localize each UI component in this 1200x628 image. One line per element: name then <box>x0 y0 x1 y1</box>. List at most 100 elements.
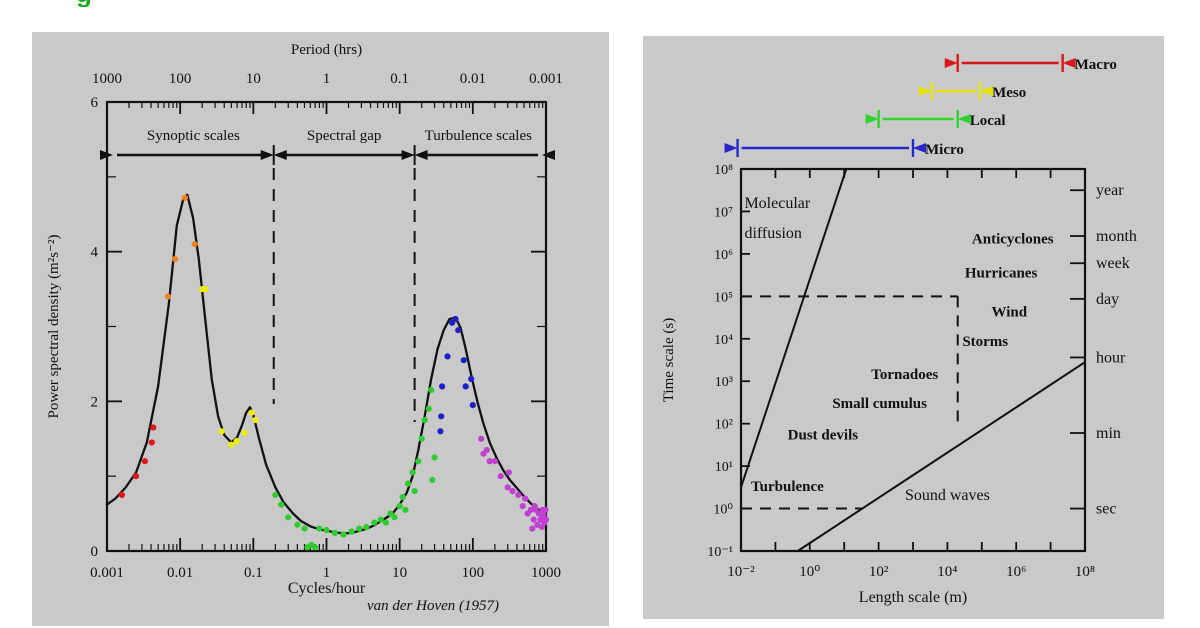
psd-tick-label: 2 <box>91 394 99 410</box>
time-tick-label: 10⁻¹ <box>707 545 733 560</box>
orange-data-point <box>171 256 179 263</box>
cycles-tick-label: 1000 <box>531 565 561 581</box>
scale-arrow-micro-right-arrowhead <box>913 143 926 153</box>
phenomenon-molecular-diffusion: diffusion <box>744 225 801 242</box>
blue-data-point <box>455 327 462 334</box>
cycles-tick-label: 0.1 <box>244 565 263 581</box>
green-data-point <box>431 454 438 461</box>
green-data-point <box>331 529 338 537</box>
phenomenon-molecular-diffusion: Molecular <box>744 195 810 212</box>
length-tick-label: 10² <box>869 564 889 580</box>
blue-data-point <box>438 413 445 420</box>
green-data-point <box>323 526 330 534</box>
time-tick-label: 10⁵ <box>714 290 733 305</box>
green-data-point <box>285 514 292 521</box>
green-data-point <box>356 525 363 532</box>
green-data-point <box>391 514 398 521</box>
red-data-point <box>118 491 125 498</box>
green-data-point <box>404 480 412 487</box>
red-data-point <box>141 458 148 465</box>
scale-label-local: Local <box>970 113 1006 129</box>
cycles-tick-label: 100 <box>462 565 485 581</box>
region-label: Synoptic scales <box>147 128 240 144</box>
blue-data-point <box>439 383 446 390</box>
green-data-point <box>312 544 319 551</box>
atmospheric-scales-chart: 10⁻² 10⁰ 10² 10⁴ 10⁶ 10⁸ 10⁻¹ 10⁰ 10¹ 10² 10³ 10⁴ 10… <box>661 54 1137 606</box>
region-arrow-2-right-arrowhead <box>542 150 555 160</box>
green-data-point <box>387 510 394 517</box>
green-data-point <box>272 491 279 498</box>
x-axis-title: Length scale (m) <box>859 589 967 606</box>
landmark-label-year: year <box>1096 182 1124 199</box>
van-der-hoven-panel: 1000 100 10 1 0.1 0.01 0.001 0.001 0.01 0.1 1 10 100… <box>32 32 609 626</box>
magenta-data-point <box>540 512 547 519</box>
yellow-data-point <box>228 441 235 448</box>
green-data-point <box>411 488 418 495</box>
y-axis-title: Time scale (s) <box>661 318 677 402</box>
psd-tick-label: 0 <box>91 544 99 560</box>
length-tick-label: 10⁰ <box>799 564 820 580</box>
landmark-label-hour: hour <box>1096 349 1126 366</box>
blue-data-point <box>468 375 475 382</box>
landmark-label-day: day <box>1096 291 1119 308</box>
magenta-data-point <box>542 516 550 523</box>
molecular-diffusion-line <box>740 168 848 488</box>
period-tick-label: 10 <box>246 71 261 87</box>
period-tick-label: 0.001 <box>529 71 563 87</box>
magenta-data-point <box>478 435 485 442</box>
blue-data-point <box>452 315 459 323</box>
green-data-point <box>348 528 355 535</box>
phenomenon-hurricanes: Hurricanes <box>965 266 1038 282</box>
phenomenon-turbulence: Turbulence <box>751 479 824 495</box>
yellow-data-point <box>252 416 259 424</box>
yellow-data-point <box>248 409 255 416</box>
time-tick-label: 10⁶ <box>714 248 733 263</box>
period-tick-label: 0.01 <box>460 71 486 87</box>
time-tick-label: 10⁴ <box>714 333 733 348</box>
y-axis-title: Power spectral density (m²s⁻²) <box>46 235 62 419</box>
magenta-data-point <box>530 516 537 523</box>
green-data-point <box>396 503 403 510</box>
time-tick-label: 10³ <box>715 375 733 390</box>
green-data-point <box>425 405 432 412</box>
red-data-point <box>133 473 140 480</box>
length-tick-label: 10⁶ <box>1006 564 1026 580</box>
magenta-data-point <box>515 491 522 498</box>
magenta-data-point <box>491 458 498 465</box>
time-tick-label: 10¹ <box>715 460 733 475</box>
sound-waves-line <box>797 361 1086 552</box>
magenta-data-point <box>542 506 549 513</box>
region-arrow-1-left-arrowhead <box>260 150 274 160</box>
green-data-point <box>377 516 384 523</box>
phenomenon-anticyclones: Anticyclones <box>972 232 1054 248</box>
psd-tick-label: 4 <box>91 245 99 261</box>
scale-label-macro: Macro <box>1075 57 1117 73</box>
period-tick-label: 1 <box>323 71 331 87</box>
x-axis-title: Cycles/hour <box>288 580 366 597</box>
magenta-data-point <box>486 458 493 465</box>
cycles-tick-label: 10 <box>392 565 407 581</box>
phenomenon-tornadoes: Tornadoes <box>871 367 938 383</box>
magenta-data-point <box>529 525 536 532</box>
blue-data-point <box>469 402 476 409</box>
scales-diagram-panel: 10⁻² 10⁰ 10² 10⁴ 10⁶ 10⁸ 10⁻¹ 10⁰ 10¹ 10² 10³ 10⁴ 10… <box>643 36 1164 619</box>
blue-data-point <box>460 357 467 364</box>
scale-arrow-meso-right-arrowhead <box>980 86 994 96</box>
landmark-label-sec: sec <box>1096 501 1116 518</box>
green-data-point <box>301 525 308 532</box>
yellow-data-point <box>241 429 248 436</box>
region-arrow-2-left-arrowhead <box>401 150 415 160</box>
green-data-point <box>429 476 436 483</box>
green-data-point <box>294 521 301 528</box>
cycles-tick-label: 0.01 <box>167 565 193 581</box>
time-tick-label: 10² <box>715 418 733 433</box>
green-data-point <box>409 469 416 476</box>
time-tick-label: 10⁷ <box>714 205 733 220</box>
scale-label-micro: Micro <box>925 142 964 158</box>
phenomenon-wind: Wind <box>992 305 1028 321</box>
phenomenon-storms: Storms <box>962 334 1008 350</box>
cropped-green-title: g <box>76 0 436 7</box>
green-data-point <box>428 387 435 394</box>
cycles-tick-label: 1 <box>323 565 331 581</box>
green-data-point <box>371 519 378 526</box>
